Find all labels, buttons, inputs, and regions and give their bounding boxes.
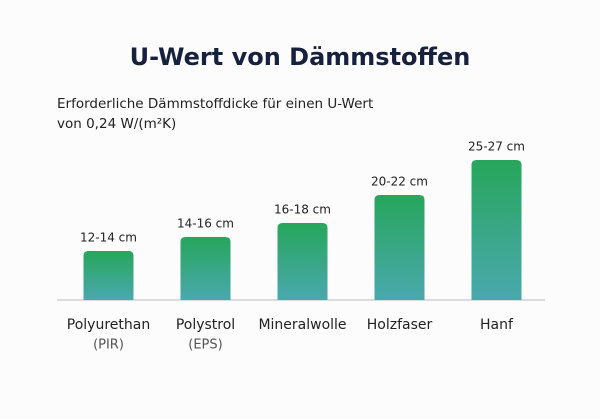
chart-title: U-Wert von Dämmstoffen	[130, 43, 471, 71]
bar	[83, 251, 134, 300]
value-label: 25-27 cm	[468, 140, 525, 154]
x-tick-label: (EPS)	[188, 338, 222, 353]
value-label: 12-14 cm	[80, 231, 137, 245]
x-tick-label: (PIR)	[93, 338, 124, 353]
subtitle: Erforderliche Dämmstoffdicke für einen U…	[57, 96, 373, 112]
x-tick-label: Holzfaser	[367, 317, 433, 333]
value-label: 16-18 cm	[274, 203, 331, 217]
value-label: 20-22 cm	[371, 175, 428, 189]
x-tick-label: Mineralwolle	[258, 317, 346, 333]
value-label: 14-16 cm	[177, 217, 234, 231]
x-tick-label: Polystrol	[176, 317, 235, 333]
bar	[374, 195, 425, 300]
bar	[471, 160, 522, 300]
bar	[277, 223, 328, 300]
x-tick-label: Polyurethan	[67, 317, 150, 333]
bar	[180, 237, 231, 300]
subtitle: von 0,24 W/(m²K)	[57, 116, 176, 132]
x-tick-label: Hanf	[480, 317, 514, 333]
